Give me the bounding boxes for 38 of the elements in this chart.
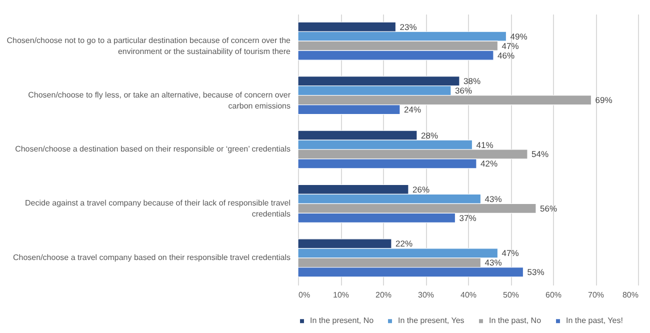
x-tick-label: 60% bbox=[545, 290, 562, 300]
data-label: 56% bbox=[540, 203, 558, 214]
data-label: 53% bbox=[527, 267, 545, 278]
data-label: 26% bbox=[412, 184, 430, 194]
y-tick-label: Decide against a travel company because of their lack of responsible travel credentials bbox=[25, 198, 291, 219]
data-label: 47% bbox=[502, 40, 520, 51]
y-tick-label: Chosen/choose not to go to a particular destination because of concern over the environment or the sustainability of tourism there bbox=[6, 36, 292, 56]
data-label: 37% bbox=[459, 212, 477, 223]
data-label: 22% bbox=[396, 238, 413, 249]
y-tick-label: Chosen/choose to fly less, or take an alternative, because of concern over carbon emissions bbox=[28, 90, 291, 110]
x-tick-label: 0% bbox=[298, 290, 310, 300]
x-tick-label: 20% bbox=[375, 290, 392, 300]
data-label: 41% bbox=[476, 140, 494, 150]
x-tick-label: 80% bbox=[622, 290, 638, 300]
data-label: 23% bbox=[400, 22, 418, 32]
x-tick-label: 50% bbox=[502, 290, 520, 300]
data-label: 69% bbox=[595, 95, 613, 106]
data-label: 28% bbox=[421, 130, 438, 140]
data-label: 43% bbox=[484, 258, 502, 268]
data-label: 38% bbox=[464, 76, 481, 86]
legend-label: In the past, No bbox=[489, 316, 542, 326]
data-label: 46% bbox=[498, 50, 515, 60]
x-tick-label: 30% bbox=[418, 290, 434, 300]
data-label: 43% bbox=[484, 194, 502, 204]
legend-label: In the present, Yes bbox=[398, 316, 464, 326]
y-tick-label: Chosen/choose a destination based on their responsible or ‘green’ credentials bbox=[15, 144, 290, 154]
data-label: 47% bbox=[502, 248, 520, 258]
y-tick-label: Chosen/choose a travel company based on their responsible travel credentials bbox=[13, 252, 290, 262]
x-tick-label: 40% bbox=[460, 290, 477, 300]
x-tick-label: 70% bbox=[588, 290, 604, 300]
data-label: 36% bbox=[455, 86, 472, 96]
legend-label: In the present, No bbox=[310, 316, 374, 326]
data-label: 42% bbox=[480, 158, 498, 169]
x-tick-label: 10% bbox=[332, 290, 350, 300]
data-label: 24% bbox=[404, 104, 422, 115]
legend-label: In the past, Yes! bbox=[566, 316, 623, 326]
data-label: 54% bbox=[532, 149, 549, 160]
data-label: 49% bbox=[510, 31, 528, 42]
